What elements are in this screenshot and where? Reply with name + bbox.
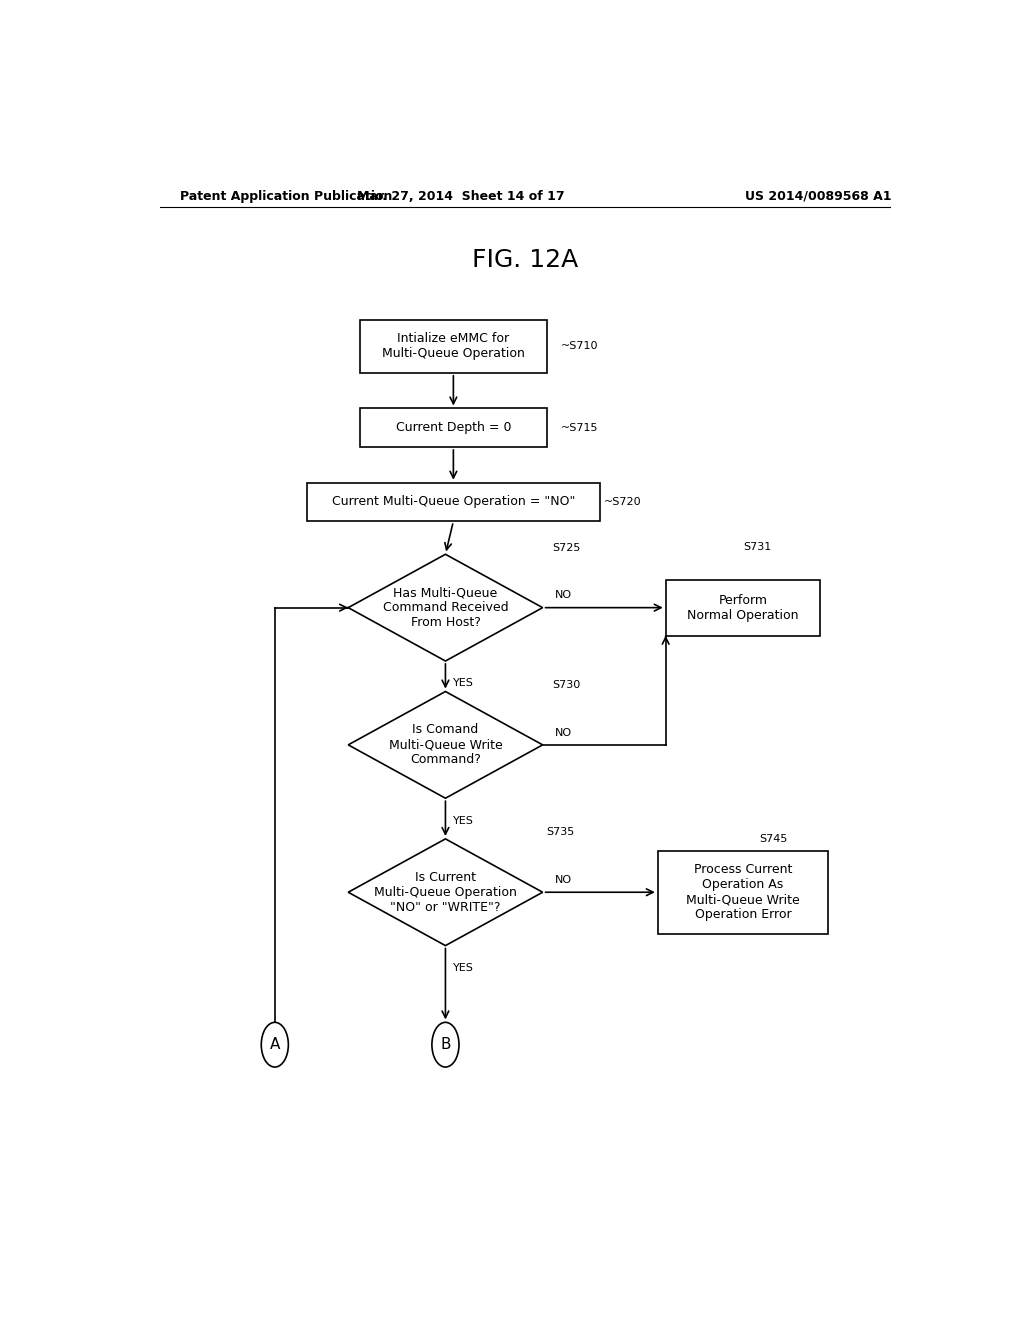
Text: US 2014/0089568 A1: US 2014/0089568 A1 <box>745 190 892 202</box>
Text: NO: NO <box>555 875 571 884</box>
Text: S730: S730 <box>553 680 581 690</box>
Text: YES: YES <box>454 964 474 973</box>
Text: S725: S725 <box>553 543 581 553</box>
Text: Has Multi-Queue
Command Received
From Host?: Has Multi-Queue Command Received From Ho… <box>383 586 508 630</box>
Text: FIG. 12A: FIG. 12A <box>472 248 578 272</box>
Text: ~S710: ~S710 <box>560 342 598 351</box>
Text: YES: YES <box>454 816 474 825</box>
Text: NO: NO <box>555 590 571 601</box>
Text: Current Multi-Queue Operation = "NO": Current Multi-Queue Operation = "NO" <box>332 495 575 508</box>
Text: Mar. 27, 2014  Sheet 14 of 17: Mar. 27, 2014 Sheet 14 of 17 <box>357 190 565 202</box>
Bar <box>657 850 828 935</box>
Text: B: B <box>440 1038 451 1052</box>
Text: S731: S731 <box>743 541 771 552</box>
Text: Is Current
Multi-Queue Operation
"NO" or "WRITE"?: Is Current Multi-Queue Operation "NO" or… <box>374 871 517 913</box>
Bar <box>360 408 547 447</box>
Text: NO: NO <box>555 727 571 738</box>
Text: S745: S745 <box>759 834 787 845</box>
Bar <box>306 483 600 521</box>
Text: Patent Application Publication: Patent Application Publication <box>179 190 392 202</box>
Bar <box>666 579 820 636</box>
Text: A: A <box>269 1038 280 1052</box>
Text: Is Comand
Multi-Queue Write
Command?: Is Comand Multi-Queue Write Command? <box>388 723 503 767</box>
Text: S735: S735 <box>546 828 574 837</box>
Text: Current Depth = 0: Current Depth = 0 <box>395 421 511 434</box>
Text: ~S720: ~S720 <box>604 496 642 507</box>
Text: Perform
Normal Operation: Perform Normal Operation <box>687 594 799 622</box>
Text: Process Current
Operation As
Multi-Queue Write
Operation Error: Process Current Operation As Multi-Queue… <box>686 863 800 921</box>
Text: YES: YES <box>454 678 474 688</box>
Text: Intialize eMMC for
Multi-Queue Operation: Intialize eMMC for Multi-Queue Operation <box>382 333 525 360</box>
Bar <box>360 319 547 372</box>
Text: ~S715: ~S715 <box>560 422 598 433</box>
